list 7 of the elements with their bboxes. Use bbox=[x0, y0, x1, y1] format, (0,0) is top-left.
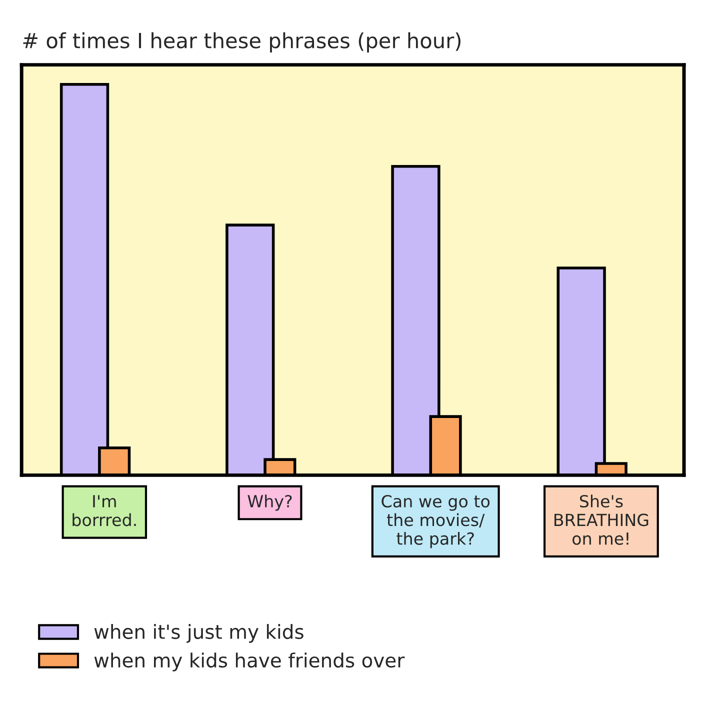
x-tick-label: Why? bbox=[248, 494, 292, 511]
x-tick-label: I'm borrred. bbox=[72, 495, 136, 526]
chart-title: # of times I hear these phrases (per hour) bbox=[23, 32, 460, 52]
legend-label: when it's just my kids bbox=[94, 624, 304, 643]
x-tick-label: Can we go to the movies/ the park? bbox=[382, 494, 490, 548]
x-tick-label: She's BREATHING on me! bbox=[554, 494, 648, 545]
legend-label: when my kids have friends over bbox=[94, 652, 405, 672]
